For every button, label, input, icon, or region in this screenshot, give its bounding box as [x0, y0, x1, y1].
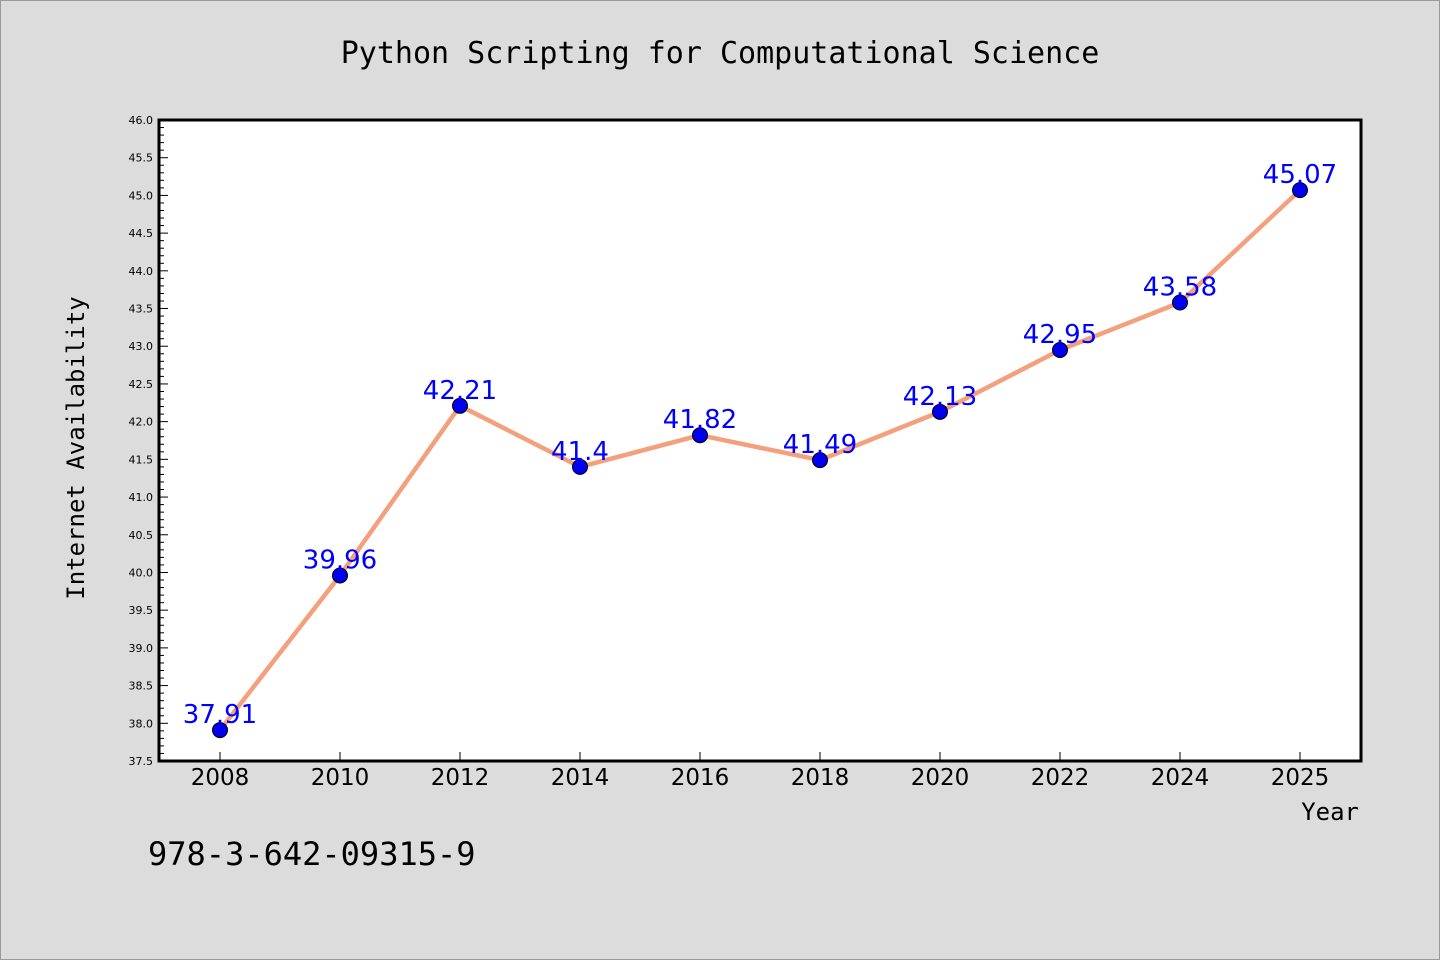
data-point	[1172, 294, 1188, 311]
x-tick-label: 2022	[1031, 765, 1090, 791]
data-label: 41.82	[663, 405, 737, 435]
x-axis-ticks: 2008 2010 2012 2014 2016 2018 2020 2022 2024 2025	[191, 752, 1330, 791]
data-label: 41.4	[551, 437, 609, 467]
x-tick-label: 2020	[911, 765, 970, 791]
x-tick-label: 2024	[1151, 765, 1210, 791]
isbn-text: 978-3-642-09315-9	[148, 835, 476, 873]
x-tick-label: 2018	[791, 765, 850, 791]
y-tick-label: 41.0	[129, 491, 154, 504]
x-tick-label: 2012	[431, 765, 490, 791]
y-tick-label: 38.5	[129, 680, 154, 693]
x-tick-label: 2025	[1271, 765, 1330, 791]
y-tick-label: 43.5	[129, 303, 154, 316]
y-tick-label: 40.0	[129, 566, 154, 579]
series-line-group	[217, 187, 1303, 733]
y-tick-label: 42.0	[129, 416, 154, 429]
y-tick-label: 45.5	[129, 152, 154, 165]
data-label: 41.49	[783, 430, 857, 460]
y-axis-label: Internet Availability	[62, 296, 90, 599]
x-tick-label: 2008	[191, 765, 250, 791]
data-label: 42.21	[423, 376, 497, 406]
x-tick-label: 2010	[311, 765, 370, 791]
data-point	[572, 458, 588, 475]
y-tick-label: 41.5	[129, 453, 154, 466]
y-tick-label: 37.5	[129, 755, 154, 768]
y-tick-label: 39.5	[129, 604, 154, 617]
data-point	[332, 567, 348, 584]
data-point	[452, 397, 468, 414]
y-tick-label: 43.0	[129, 340, 154, 353]
data-point	[812, 452, 828, 469]
x-tick-label: 2016	[671, 765, 730, 791]
chart-title: Python Scripting for Computational Scien…	[341, 36, 1100, 71]
y-tick-label: 46.0	[129, 114, 154, 127]
y-axis-ticks: 37.5 38.0 38.5 39.0 39.5 40.0 40.5 41.0 41.5 42.0…	[129, 114, 168, 768]
data-label: 42.95	[1023, 320, 1097, 350]
x-axis-label: Year	[1301, 798, 1359, 826]
data-point	[212, 722, 228, 739]
y-tick-label: 42.5	[129, 378, 154, 391]
y-tick-label: 44.5	[129, 227, 154, 240]
y-tick-label: 38.0	[129, 717, 154, 730]
data-label: 37.91	[183, 700, 257, 730]
y-tick-label: 39.0	[129, 642, 154, 655]
data-point	[1052, 342, 1068, 359]
x-tick-label: 2014	[551, 765, 610, 791]
data-point	[932, 403, 948, 420]
series-line	[217, 187, 1303, 733]
data-label: 42.13	[903, 382, 977, 412]
data-point	[692, 427, 708, 444]
y-tick-label: 44.0	[129, 265, 154, 278]
data-label: 43.58	[1143, 272, 1217, 302]
data-label: 45.07	[1263, 160, 1337, 190]
data-labels-group: 37.91 39.96 42.21 41.4 41.82 41.49 42.13 42.95 4…	[183, 160, 1337, 730]
y-tick-label: 45.0	[129, 189, 154, 202]
y-tick-label: 40.5	[129, 529, 154, 542]
series-markers-group	[212, 182, 1308, 739]
plot-area	[157, 118, 1363, 763]
data-point	[1292, 182, 1308, 199]
data-label: 39.96	[303, 545, 377, 575]
